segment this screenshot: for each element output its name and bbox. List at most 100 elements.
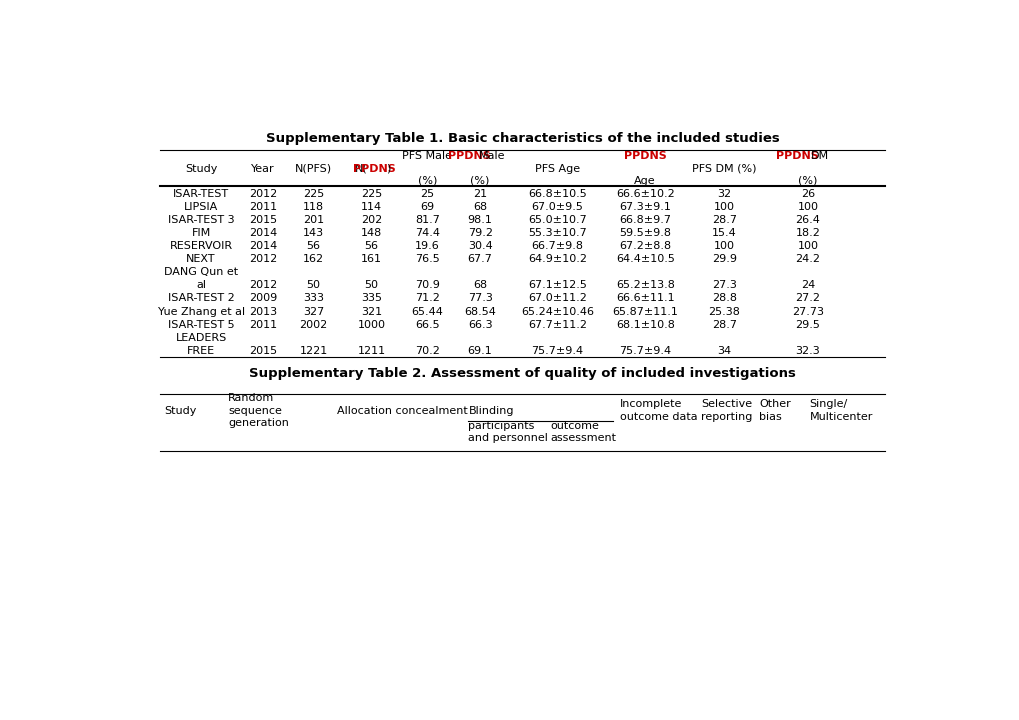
Text: PFS DM (%): PFS DM (%) — [691, 163, 756, 174]
Text: 27.73: 27.73 — [791, 307, 823, 317]
Text: DANG Qun et: DANG Qun et — [164, 267, 238, 277]
Text: 2014: 2014 — [249, 228, 277, 238]
Text: 118: 118 — [303, 202, 324, 212]
Text: 202: 202 — [361, 215, 382, 225]
Text: 327: 327 — [303, 307, 324, 317]
Text: 74.4: 74.4 — [415, 228, 439, 238]
Text: 335: 335 — [361, 294, 382, 303]
Text: Single/
Multicenter: Single/ Multicenter — [809, 400, 872, 422]
Text: 66.7±9.8: 66.7±9.8 — [531, 241, 583, 251]
Text: PPDNS: PPDNS — [447, 151, 490, 161]
Text: Random
sequence
generation: Random sequence generation — [228, 393, 288, 428]
Text: 28.8: 28.8 — [711, 294, 736, 303]
Text: 27.3: 27.3 — [711, 280, 736, 290]
Text: Year: Year — [251, 163, 275, 174]
Text: ISAR-TEST: ISAR-TEST — [173, 189, 229, 199]
Text: PPDNS: PPDNS — [353, 163, 395, 174]
Text: 59.5±9.8: 59.5±9.8 — [619, 228, 671, 238]
Text: 1211: 1211 — [358, 346, 385, 356]
Text: 161: 161 — [361, 254, 382, 264]
Text: (%): (%) — [798, 176, 817, 186]
Text: 30.4: 30.4 — [468, 241, 492, 251]
Text: 26: 26 — [800, 189, 814, 199]
Text: 67.7±11.2: 67.7±11.2 — [528, 320, 587, 330]
Text: 66.8±9.7: 66.8±9.7 — [619, 215, 671, 225]
Text: 2012: 2012 — [249, 254, 277, 264]
Text: 68: 68 — [473, 280, 487, 290]
Text: LIPSIA: LIPSIA — [183, 202, 218, 212]
Text: 100: 100 — [713, 241, 734, 251]
Text: 28.7: 28.7 — [711, 215, 736, 225]
Text: 162: 162 — [303, 254, 324, 264]
Text: 69.1: 69.1 — [468, 346, 492, 356]
Text: 1000: 1000 — [358, 320, 385, 330]
Text: Study: Study — [184, 163, 217, 174]
Text: 81.7: 81.7 — [415, 215, 439, 225]
Text: 65.44: 65.44 — [411, 307, 443, 317]
Text: 2011: 2011 — [249, 320, 277, 330]
Text: 98.1: 98.1 — [468, 215, 492, 225]
Text: 56: 56 — [364, 241, 378, 251]
Text: 68.54: 68.54 — [464, 307, 495, 317]
Text: 70.2: 70.2 — [415, 346, 439, 356]
Text: Incomplete
outcome data: Incomplete outcome data — [619, 400, 697, 422]
Text: 333: 333 — [303, 294, 324, 303]
Text: 65.24±10.46: 65.24±10.46 — [521, 307, 593, 317]
Text: PPDNS: PPDNS — [624, 151, 666, 161]
Text: 114: 114 — [361, 202, 382, 212]
Text: Supplementary Table 1. Basic characteristics of the included studies: Supplementary Table 1. Basic characteris… — [266, 132, 779, 145]
Text: 26.4: 26.4 — [795, 215, 819, 225]
Text: 225: 225 — [303, 189, 324, 199]
Text: 71.2: 71.2 — [415, 294, 439, 303]
Text: Male: Male — [479, 151, 505, 161]
Text: 50: 50 — [364, 280, 378, 290]
Text: 67.0±11.2: 67.0±11.2 — [528, 294, 587, 303]
Text: Yue Zhang et al: Yue Zhang et al — [157, 307, 245, 317]
Text: 100: 100 — [713, 202, 734, 212]
Text: 68: 68 — [473, 202, 487, 212]
Text: Allocation concealment: Allocation concealment — [336, 405, 467, 415]
Text: 67.0±9.5: 67.0±9.5 — [531, 202, 583, 212]
Text: FIM: FIM — [192, 228, 211, 238]
Text: 66.5: 66.5 — [415, 320, 439, 330]
Text: DM: DM — [810, 151, 827, 161]
Text: 2012: 2012 — [249, 189, 277, 199]
Text: 2012: 2012 — [249, 280, 277, 290]
Text: Blinding: Blinding — [468, 405, 514, 415]
Text: 77.3: 77.3 — [468, 294, 492, 303]
Text: 75.7±9.4: 75.7±9.4 — [619, 346, 671, 356]
Text: 21: 21 — [473, 189, 487, 199]
Text: 2002: 2002 — [300, 320, 327, 330]
Text: 65.2±13.8: 65.2±13.8 — [615, 280, 674, 290]
Text: ISAR-TEST 5: ISAR-TEST 5 — [168, 320, 234, 330]
Text: (%): (%) — [470, 176, 489, 186]
Text: Selective
reporting: Selective reporting — [700, 400, 752, 422]
Text: 67.7: 67.7 — [468, 254, 492, 264]
Text: al: al — [196, 280, 206, 290]
Text: 67.3±9.1: 67.3±9.1 — [619, 202, 671, 212]
Text: 2015: 2015 — [249, 346, 277, 356]
Text: 55.3±10.7: 55.3±10.7 — [528, 228, 586, 238]
Text: 2011: 2011 — [249, 202, 277, 212]
Text: outcome
assessment: outcome assessment — [550, 421, 616, 444]
Text: 28.7: 28.7 — [711, 320, 736, 330]
Text: FREE: FREE — [186, 346, 215, 356]
Text: 2015: 2015 — [249, 215, 277, 225]
Text: 76.5: 76.5 — [415, 254, 439, 264]
Text: 75.7±9.4: 75.7±9.4 — [531, 346, 583, 356]
Text: 70.9: 70.9 — [415, 280, 439, 290]
Text: 143: 143 — [303, 228, 324, 238]
Text: 2014: 2014 — [249, 241, 277, 251]
Text: 79.2: 79.2 — [467, 228, 492, 238]
Text: (%): (%) — [418, 176, 437, 186]
Text: 64.9±10.2: 64.9±10.2 — [528, 254, 587, 264]
Text: 19.6: 19.6 — [415, 241, 439, 251]
Text: 321: 321 — [361, 307, 382, 317]
Text: 32.3: 32.3 — [795, 346, 819, 356]
Text: participants
and personnel: participants and personnel — [468, 421, 548, 444]
Text: RESERVOIR: RESERVOIR — [169, 241, 232, 251]
Text: 100: 100 — [797, 202, 817, 212]
Text: 69: 69 — [420, 202, 434, 212]
Text: ISAR-TEST 3: ISAR-TEST 3 — [168, 215, 234, 225]
Text: 65.0±10.7: 65.0±10.7 — [528, 215, 586, 225]
